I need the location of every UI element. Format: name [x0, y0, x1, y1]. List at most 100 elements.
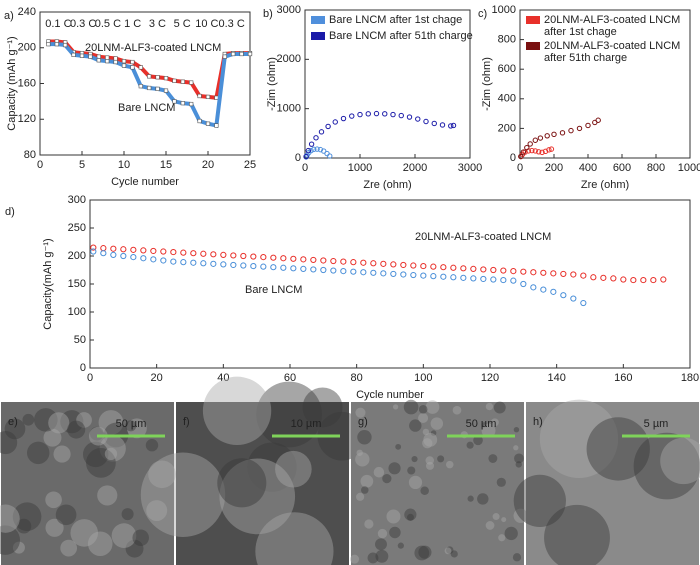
data-point	[88, 54, 93, 59]
data-point	[113, 59, 118, 65]
data-point	[440, 273, 447, 280]
data-point	[460, 265, 467, 272]
data-point	[205, 121, 211, 126]
texture	[513, 445, 519, 451]
data-point	[140, 255, 147, 262]
data-point	[260, 263, 267, 270]
data-point	[189, 80, 194, 85]
x-tick-label: 1000	[348, 162, 372, 174]
micrograph-label: h)	[533, 416, 543, 428]
y-tick-label: 200	[68, 250, 86, 262]
texture	[467, 495, 474, 502]
data-point	[100, 245, 107, 252]
texture	[350, 554, 360, 564]
texture	[586, 417, 650, 481]
data-point	[330, 267, 337, 274]
texture	[481, 422, 487, 428]
x-axis-label: Zre (ohm)	[581, 179, 629, 191]
texture	[125, 420, 137, 432]
data-point	[250, 253, 257, 260]
series-label: Bare LNCM	[118, 102, 175, 114]
x-tick-label: 5	[79, 159, 85, 171]
texture	[22, 413, 35, 426]
texture	[496, 477, 506, 487]
data-point	[400, 271, 407, 278]
data-point	[460, 274, 467, 281]
data-point	[650, 276, 657, 284]
texture	[60, 410, 84, 434]
data-point	[180, 79, 185, 84]
texture	[48, 412, 70, 434]
data-point	[373, 110, 380, 117]
texture	[367, 552, 379, 564]
texture	[355, 452, 370, 467]
data-point	[260, 254, 267, 261]
data-point	[320, 266, 327, 274]
x-tick-label: 20	[151, 372, 163, 384]
data-point	[230, 252, 237, 259]
data-point	[439, 122, 446, 128]
data-point	[200, 260, 207, 267]
texture	[407, 466, 416, 475]
legend-line: 20LNM-ALF3-coated LNCM	[544, 14, 683, 26]
texture	[99, 435, 126, 462]
y-tick-label: 800	[498, 34, 516, 46]
data-point	[470, 265, 477, 272]
texture	[275, 450, 312, 488]
y-tick-label: 600	[498, 63, 516, 75]
data-point	[510, 277, 517, 284]
texture	[485, 402, 494, 411]
texture	[539, 399, 619, 478]
data-point	[140, 247, 147, 254]
texture	[302, 387, 343, 428]
scale-bar-label: 10 µm	[291, 418, 322, 430]
texture	[513, 474, 566, 528]
data-point	[420, 272, 427, 279]
data-point	[539, 149, 545, 156]
data-point	[324, 150, 330, 157]
texture	[481, 423, 496, 438]
data-point	[110, 245, 117, 252]
micrograph: f) 10 µm	[140, 376, 367, 565]
data-point	[214, 123, 219, 128]
texture	[43, 428, 62, 447]
data-point	[620, 276, 627, 283]
y-tick-label: 200	[18, 42, 36, 54]
data-point	[518, 153, 524, 160]
data-point	[560, 270, 567, 278]
data-point	[490, 266, 497, 274]
texture	[356, 492, 365, 501]
data-point	[313, 135, 319, 141]
y-tick-label: 200	[498, 122, 516, 134]
data-point	[527, 141, 533, 147]
data-point	[310, 266, 317, 273]
rate-label: 0.3 C	[218, 18, 244, 30]
y-axis-label: -Zim (ohm)	[266, 57, 278, 111]
data-point	[470, 275, 477, 282]
data-point	[500, 267, 507, 274]
data-point	[536, 149, 542, 155]
y-tick-label: 240	[18, 6, 36, 18]
texture	[493, 401, 506, 414]
texture	[392, 404, 399, 410]
data-point	[390, 261, 397, 268]
data-point	[524, 144, 530, 151]
y-tick-label: 2000	[277, 53, 301, 65]
data-point	[210, 251, 217, 258]
data-point	[332, 119, 338, 125]
data-point	[270, 264, 277, 271]
data-point	[130, 254, 137, 261]
data-point	[360, 259, 367, 266]
data-point	[290, 265, 297, 272]
data-point	[365, 111, 371, 117]
legend-label: Bare LNCM after 1st chage	[329, 14, 462, 26]
texture	[364, 519, 374, 529]
data-point	[163, 88, 169, 93]
x-tick-label: 0	[87, 372, 93, 384]
data-point	[430, 263, 437, 270]
x-tick-label: 0	[517, 162, 523, 174]
data-point	[630, 276, 637, 284]
data-point	[100, 250, 107, 257]
series-label: Bare LNCM	[245, 284, 302, 296]
micrograph-label: e)	[8, 416, 18, 428]
